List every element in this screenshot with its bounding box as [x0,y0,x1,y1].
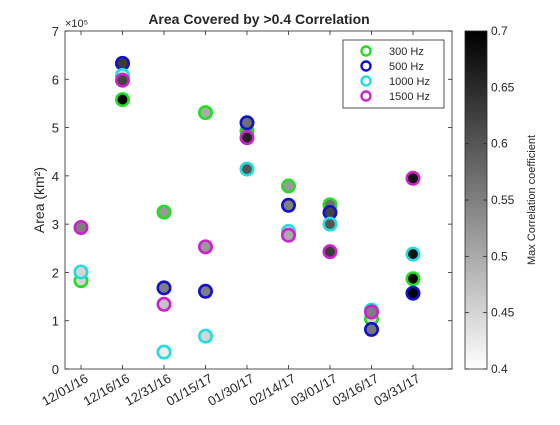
colorbar-tick-label: 0.65 [491,80,515,94]
legend-box [342,39,445,109]
marker-1500-hz-4 [239,130,255,146]
colorbar-tick-label: 0.7 [491,24,508,38]
y-axis-label: Area (km²) [31,167,47,233]
x-tick-label: 12/31/16 [122,371,173,409]
colorbar-tick-label: 0.4 [491,362,508,376]
marker-1000-hz-2 [156,344,172,360]
legend-label: 1500 Hz [389,91,430,103]
legend-marker [360,45,372,57]
x-tick-label: 01/15/17 [164,371,215,409]
marker-300-hz-2 [156,204,172,220]
marker-1000-hz-6 [322,216,338,232]
x-tick-label: 02/14/17 [247,371,298,409]
legend-marker [360,90,372,102]
colorbar-tick-label: 0.5 [491,249,508,263]
marker-500-hz-1 [156,280,172,296]
x-tick-label: 12/01/16 [39,371,90,409]
y-axis-ticks: 0 1 2 3 4 5 6 7 [52,24,452,377]
legend-marker [360,75,372,87]
legend-label: 300 Hz [389,46,424,58]
marker-1500-hz-0 [73,220,89,236]
marker-1000-hz-3 [198,328,214,344]
y-exponent-label: ×10⁵ [65,18,88,30]
y-tick-label: 6 [52,72,59,87]
y-tick-label: 1 [52,314,59,329]
marker-300-hz-3 [198,105,214,121]
legend-label: 500 Hz [389,61,424,73]
y-tick-label: 4 [52,169,59,184]
marker-500-hz-3 [239,115,255,131]
y-tick-label: 0 [52,362,59,377]
colorbar-label: Max Correlation coefficient [526,135,538,265]
legend-label: 1000 Hz [389,76,430,88]
scatter-markers [73,55,421,360]
marker-300-hz-8 [405,271,421,287]
y-tick-label: 3 [52,217,59,232]
colorbar-tick-label: 0.55 [491,193,515,207]
marker-500-hz-4 [280,197,296,213]
colorbar-tick-label: 0.45 [491,306,515,320]
legend: 300 Hz 500 Hz 1000 Hz 1500 Hz [342,39,445,109]
x-tick-label: 03/16/17 [330,371,381,409]
marker-1500-hz-6 [322,244,338,260]
x-tick-label: 01/30/17 [205,371,256,409]
marker-1500-hz-7 [363,304,379,320]
colorbar-ticks: 0.4 0.45 0.5 0.55 0.6 0.65 0.7 [465,24,515,376]
legend-marker [360,60,372,72]
colorbar-tick-label: 0.6 [491,137,508,151]
x-tick-label: 03/31/17 [371,371,422,409]
marker-500-hz-6 [363,321,379,337]
chart-title: Area Covered by >0.4 Correlation [148,11,369,27]
marker-1500-hz-8 [405,170,421,186]
marker-1000-hz-8 [405,246,421,262]
colorbar: 0.4 0.45 0.5 0.55 0.6 0.65 0.7 Max Correlation… [464,24,538,376]
marker-300-hz-5 [280,178,296,194]
x-tick-label: 12/16/16 [81,371,132,409]
marker-500-hz-7 [405,285,421,301]
y-tick-label: 7 [52,24,59,39]
marker-300-hz-1 [115,92,131,108]
marker-1000-hz-4 [239,161,255,177]
marker-1500-hz-5 [280,227,296,243]
marker-500-hz-0 [115,55,131,71]
marker-1500-hz-1 [115,72,131,88]
y-tick-label: 2 [52,265,59,280]
marker-1500-hz-3 [198,239,214,255]
y-tick-label: 5 [52,121,59,136]
x-tick-label: 03/01/17 [288,371,339,409]
marker-1500-hz-2 [156,296,172,312]
marker-1000-hz-0 [73,264,89,280]
marker-500-hz-2 [198,283,214,299]
